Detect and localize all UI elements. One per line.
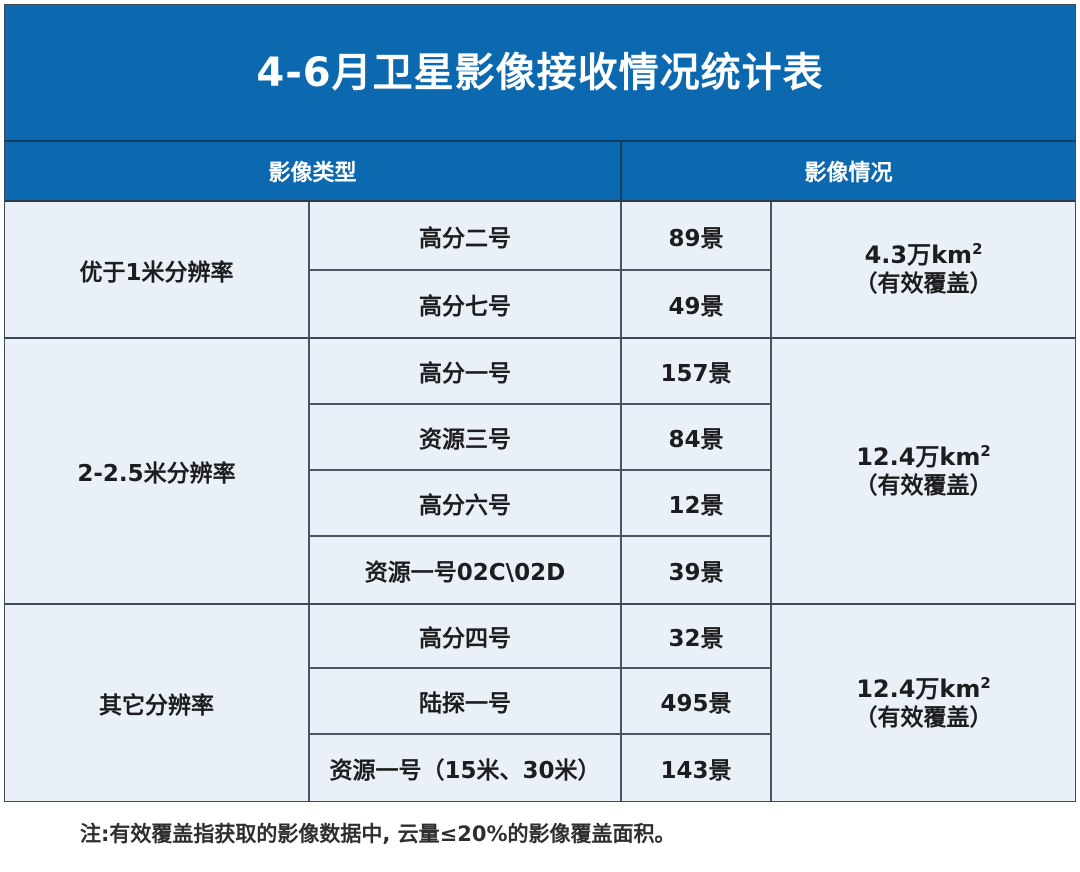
column-header-image-status: 影像情况 bbox=[804, 161, 893, 186]
summary-area-value: 4.3万km2 bbox=[865, 240, 983, 270]
summary-area-note: （有效覆盖） bbox=[854, 704, 993, 731]
table-row: 高分七号 49景 bbox=[310, 271, 770, 337]
satellite-name: 资源一号02C\02D bbox=[310, 537, 622, 603]
scene-count: 157景 bbox=[660, 361, 732, 387]
satellite-name: 陆探一号 bbox=[310, 669, 622, 733]
table-group-high-resolution: 优于1米分辨率 高分二号 89景 高分七号 49景 4.3万km2 （有效覆盖） bbox=[5, 202, 1075, 339]
group-summary: 12.4万km2 （有效覆盖） bbox=[770, 339, 1075, 603]
group-category-label: 2-2.5米分辨率 bbox=[5, 339, 310, 603]
scene-count: 49景 bbox=[668, 294, 724, 320]
satellite-name: 资源三号 bbox=[310, 405, 622, 469]
summary-area-value: 12.4万km2 bbox=[856, 442, 991, 472]
group-rows: 高分二号 89景 高分七号 49景 bbox=[310, 202, 770, 337]
table-group-other-resolution: 其它分辨率 高分四号 32景 陆探一号 495景 资源一号（15米、30米） 1… bbox=[5, 605, 1075, 801]
summary-area-exponent: 2 bbox=[972, 240, 983, 259]
summary-area-exponent: 2 bbox=[980, 441, 991, 460]
page-title: 4-6月卫星影像接收情况统计表 bbox=[256, 49, 824, 96]
group-category-label: 优于1米分辨率 bbox=[5, 202, 310, 337]
summary-area-number: 12.4万km bbox=[856, 442, 981, 471]
summary-area-exponent: 2 bbox=[980, 673, 991, 692]
table-row: 高分二号 89景 bbox=[310, 202, 770, 271]
table-row: 高分一号 157景 bbox=[310, 339, 770, 405]
scene-count: 495景 bbox=[660, 691, 732, 717]
satellite-name: 资源一号（15米、30米） bbox=[310, 735, 622, 801]
satellite-name: 高分六号 bbox=[310, 471, 622, 535]
table-row: 高分四号 32景 bbox=[310, 605, 770, 669]
scene-count: 143景 bbox=[660, 758, 732, 784]
summary-area-number: 4.3万km bbox=[864, 241, 973, 270]
satellite-name: 高分四号 bbox=[310, 605, 622, 667]
table-row: 高分六号 12景 bbox=[310, 471, 770, 537]
group-rows: 高分一号 157景 资源三号 84景 高分六号 12景 资源一号02C\02D … bbox=[310, 339, 770, 603]
summary-area-note: （有效覆盖） bbox=[854, 472, 993, 499]
scene-count: 89景 bbox=[668, 225, 724, 252]
table-row: 资源三号 84景 bbox=[310, 405, 770, 471]
table-row: 资源一号02C\02D 39景 bbox=[310, 537, 770, 603]
scene-count: 32景 bbox=[668, 626, 724, 652]
group-summary: 4.3万km2 （有效覆盖） bbox=[770, 202, 1075, 337]
summary-area-note: （有效覆盖） bbox=[854, 271, 993, 298]
group-category-label: 其它分辨率 bbox=[5, 605, 310, 801]
column-header-image-type: 影像类型 bbox=[5, 142, 622, 200]
scene-count: 84景 bbox=[668, 427, 724, 453]
satellite-name: 高分七号 bbox=[310, 271, 622, 337]
scene-count: 12景 bbox=[668, 493, 724, 519]
table-footnote: 注:有效覆盖指获取的影像数据中, 云量≤20%的影像覆盖面积。 bbox=[80, 822, 676, 846]
table-title-band: 4-6月卫星影像接收情况统计表 bbox=[5, 5, 1075, 142]
table-header-row: 影像类型 影像情况 bbox=[5, 142, 1075, 202]
satellite-name: 高分一号 bbox=[310, 339, 622, 403]
group-summary: 12.4万km2 （有效覆盖） bbox=[770, 605, 1075, 801]
satellite-name: 高分二号 bbox=[310, 202, 622, 269]
scene-count: 39景 bbox=[668, 560, 724, 586]
statistics-table: 4-6月卫星影像接收情况统计表 影像类型 影像情况 优于1米分辨率 高分二号 8… bbox=[4, 4, 1076, 802]
summary-area-value: 12.4万km2 bbox=[856, 674, 991, 704]
group-rows: 高分四号 32景 陆探一号 495景 资源一号（15米、30米） 143景 bbox=[310, 605, 770, 801]
summary-area-number: 12.4万km bbox=[856, 674, 981, 703]
table-row: 陆探一号 495景 bbox=[310, 669, 770, 735]
table-group-mid-resolution: 2-2.5米分辨率 高分一号 157景 资源三号 84景 高分六号 12景 资源… bbox=[5, 339, 1075, 605]
table-row: 资源一号（15米、30米） 143景 bbox=[310, 735, 770, 801]
